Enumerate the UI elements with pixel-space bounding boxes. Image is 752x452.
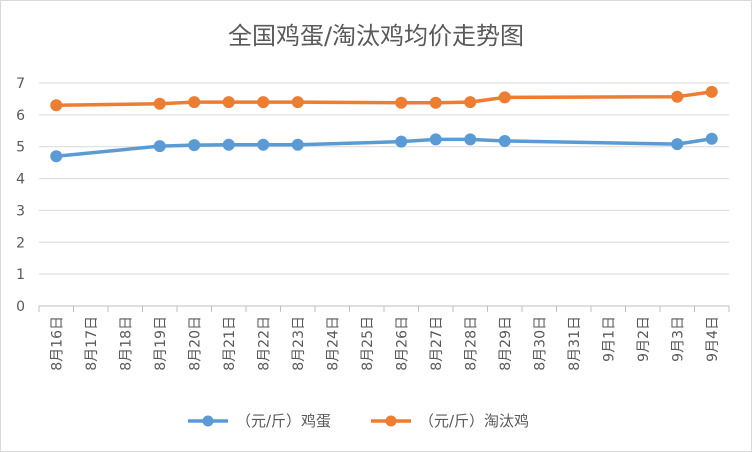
data-point — [395, 135, 408, 148]
data-point — [429, 133, 442, 146]
series-lines — [50, 85, 718, 163]
data-point — [188, 96, 201, 109]
gridlines — [39, 82, 729, 275]
x-tick-label: 8月22日 — [256, 316, 272, 371]
x-tick-label: 8月30日 — [532, 316, 548, 371]
x-tick-label: 8月19日 — [153, 316, 169, 371]
x-tick-label: 9月3日 — [670, 316, 686, 362]
legend-marker — [202, 415, 214, 427]
data-point — [188, 139, 201, 152]
x-tick-label: 8月31日 — [567, 316, 583, 371]
x-tick-label: 8月28日 — [463, 316, 479, 371]
x-tick-label: 9月4日 — [705, 316, 721, 362]
y-tick-label: 0 — [16, 299, 25, 315]
y-tick-label: 3 — [16, 203, 25, 219]
data-point — [291, 96, 304, 109]
x-tick-label: 8月18日 — [118, 316, 134, 371]
x-tick-label: 8月29日 — [498, 316, 514, 371]
legend-marker — [385, 415, 397, 427]
data-point — [498, 134, 511, 147]
x-tick-label: 8月26日 — [394, 316, 410, 371]
data-point — [464, 133, 477, 146]
y-axis: 0 1 2 3 4 5 6 7 — [16, 76, 25, 315]
data-point — [705, 85, 718, 98]
data-point — [50, 150, 63, 163]
data-point — [222, 96, 235, 109]
data-point — [257, 96, 270, 109]
chart-title: 全国鸡蛋/淘汰鸡均价走势图 — [228, 22, 524, 50]
x-tick-label: 8月16日 — [49, 316, 65, 371]
y-tick-label: 6 — [16, 108, 25, 124]
data-point — [705, 132, 718, 145]
x-tick-label: 8月27日 — [429, 316, 445, 371]
legend: （元/斤）鸡蛋 （元/斤）淘汰鸡 — [188, 412, 529, 430]
data-point — [222, 138, 235, 151]
x-tick-label: 8月23日 — [291, 316, 307, 371]
x-tick-label: 8月24日 — [325, 316, 341, 371]
y-tick-label: 7 — [16, 76, 25, 92]
data-point — [671, 138, 684, 151]
data-point — [50, 99, 63, 112]
x-tick-label: 8月17日 — [84, 316, 100, 371]
data-point — [671, 90, 684, 103]
data-point — [153, 140, 166, 153]
x-tick-label: 8月20日 — [187, 316, 203, 371]
y-tick-label: 2 — [16, 235, 25, 251]
x-tick-label: 9月1日 — [601, 316, 617, 362]
data-point — [429, 96, 442, 109]
data-point — [464, 96, 477, 109]
legend-label: （元/斤）淘汰鸡 — [419, 412, 529, 430]
x-tick-label: 8月21日 — [222, 316, 238, 371]
x-tick-label: 8月25日 — [360, 316, 376, 371]
data-point — [498, 91, 511, 104]
legend-label: （元/斤）鸡蛋 — [236, 412, 331, 430]
data-point — [153, 97, 166, 110]
data-point — [395, 96, 408, 109]
y-tick-label: 4 — [16, 172, 25, 188]
x-axis: 8月16日 8月17日 8月18日 8月19日 8月20日 8月21日 8月22日 8月23日… — [38, 305, 730, 371]
y-tick-label: 5 — [16, 140, 25, 156]
data-point — [257, 138, 270, 151]
x-tick-label: 9月2日 — [636, 316, 652, 362]
data-point — [291, 138, 304, 151]
y-tick-label: 1 — [16, 267, 25, 283]
